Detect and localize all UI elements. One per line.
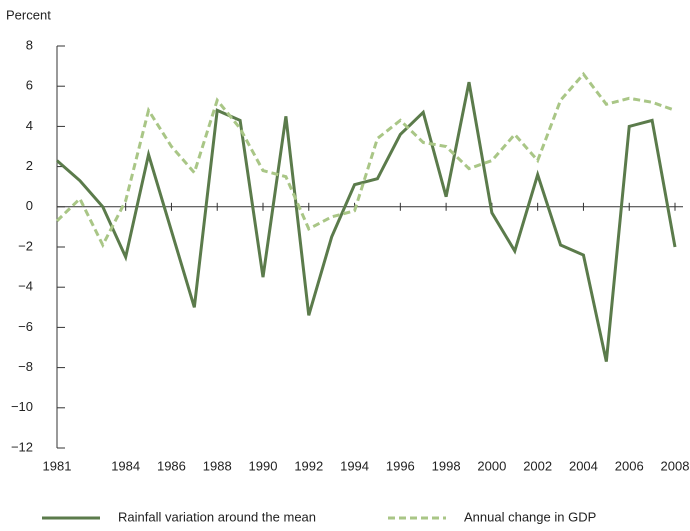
x-tick-label: 1988 xyxy=(203,458,232,473)
x-tick-label: 1990 xyxy=(249,458,278,473)
x-tick-label: 1981 xyxy=(43,458,72,473)
legend-label: Rainfall variation around the mean xyxy=(118,509,316,524)
x-tick-label: 2006 xyxy=(615,458,644,473)
y-tick-label: −12 xyxy=(11,439,33,454)
legend-label: Annual change in GDP xyxy=(464,509,596,524)
y-tick-label: −6 xyxy=(18,319,33,334)
x-tick-label: 1984 xyxy=(111,458,140,473)
x-tick-label: 2004 xyxy=(569,458,598,473)
x-tick-label: 1994 xyxy=(340,458,369,473)
x-tick-label: 2002 xyxy=(523,458,552,473)
x-tick-label: 1986 xyxy=(157,458,186,473)
series-line xyxy=(56,81,677,362)
y-tick-label: 6 xyxy=(26,78,33,93)
y-tick-label: 4 xyxy=(26,118,33,133)
y-tick-label: −2 xyxy=(18,238,33,253)
y-tick-label: 8 xyxy=(26,37,33,52)
x-tick-label: 2000 xyxy=(477,458,506,473)
series-line xyxy=(55,71,676,249)
y-tick-label: −10 xyxy=(11,399,33,414)
x-tick-label: 1992 xyxy=(294,458,323,473)
y-tick-label: −4 xyxy=(18,279,33,294)
x-tick-label: 2008 xyxy=(661,458,690,473)
x-tick-label: 1998 xyxy=(432,458,461,473)
y-tick-label: 0 xyxy=(26,198,33,213)
y-tick-label: 2 xyxy=(26,158,33,173)
y-axis-label: Percent xyxy=(6,7,51,22)
x-tick-label: 1996 xyxy=(386,458,415,473)
y-tick-label: −8 xyxy=(18,359,33,374)
